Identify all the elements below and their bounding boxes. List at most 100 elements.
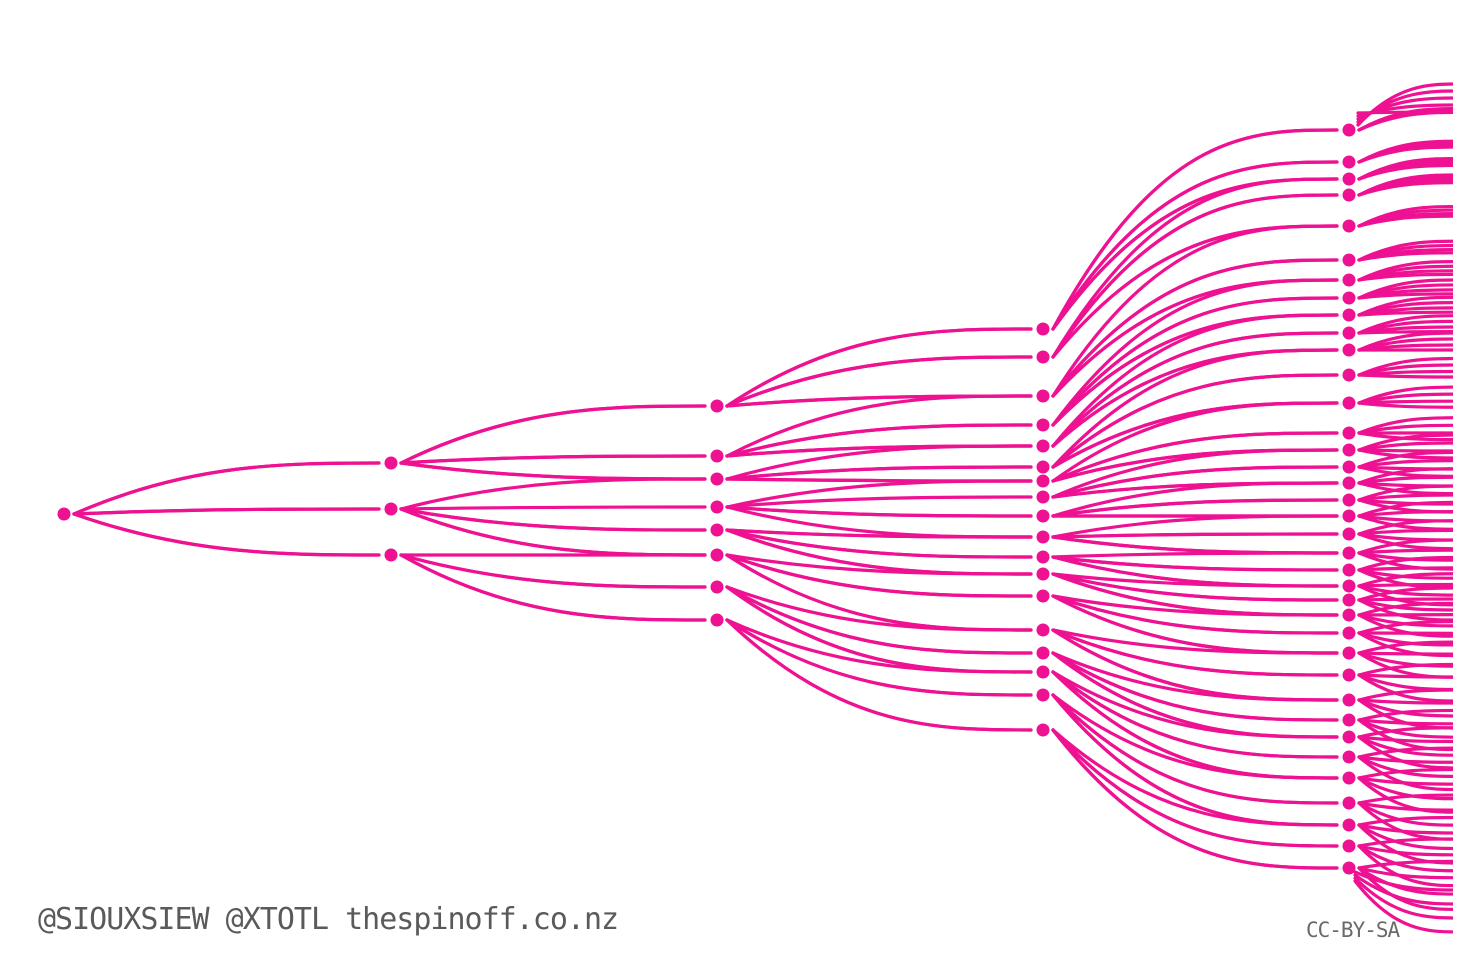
branch-node	[1342, 796, 1356, 810]
branch-node	[1342, 608, 1356, 622]
branch-node	[1342, 668, 1356, 682]
branch-line	[1357, 844, 1453, 888]
branch-line	[1051, 693, 1339, 805]
branch-line	[725, 465, 1033, 481]
branch-line	[725, 479, 1033, 509]
branch-line	[1357, 181, 1453, 197]
branch-line	[725, 495, 1033, 509]
branch-node	[384, 502, 398, 516]
branch-line	[1357, 735, 1453, 757]
branch-line	[1357, 484, 1453, 502]
branch-node	[1342, 123, 1356, 137]
branch-line	[1357, 392, 1453, 405]
branch-line	[725, 444, 1033, 481]
branch-line	[399, 477, 707, 511]
branch-node	[1342, 730, 1356, 744]
branch-line	[1357, 718, 1453, 726]
branch-line	[1051, 693, 1339, 780]
branch-line	[1357, 651, 1453, 656]
branch-line	[725, 618, 1033, 674]
branch-line	[1357, 598, 1453, 612]
branch-node	[1036, 490, 1050, 504]
branch-line	[1357, 500, 1453, 518]
branch-line	[1356, 110, 1453, 115]
branch-node	[1036, 567, 1050, 581]
branch-line	[1357, 568, 1453, 580]
branch-line	[1357, 746, 1453, 759]
branch-node	[710, 500, 724, 514]
branch-line	[1357, 859, 1453, 870]
branch-line	[1357, 601, 1453, 617]
branch-line	[1051, 535, 1339, 555]
branch-line	[1051, 628, 1339, 677]
branch-node	[710, 548, 724, 562]
branch-line	[1051, 498, 1339, 518]
branch-line	[1051, 177, 1339, 359]
branch-node	[1342, 368, 1356, 382]
branch-line	[1357, 448, 1453, 453]
branch-line	[1357, 662, 1453, 677]
branch-node	[1342, 460, 1356, 474]
branch-line	[1051, 572, 1339, 602]
branch-line	[1357, 866, 1453, 880]
branch-line	[1357, 399, 1453, 405]
branch-line	[1051, 628, 1339, 702]
branch-node	[1036, 665, 1050, 679]
branch-line	[725, 553, 1033, 598]
branch-node	[1036, 509, 1050, 523]
branch-line	[1357, 572, 1453, 588]
branch-line	[1357, 735, 1453, 770]
branch-line	[725, 528, 1033, 539]
branch-node	[1342, 713, 1356, 727]
branch-node	[1342, 443, 1356, 457]
branch-line	[725, 327, 1033, 408]
branch-node	[1342, 493, 1356, 507]
branch-node	[1342, 219, 1356, 233]
branch-line	[1357, 598, 1453, 622]
branch-line	[1357, 708, 1453, 722]
branch-line	[1051, 551, 1339, 559]
branch-line	[1357, 467, 1453, 485]
branch-line	[725, 394, 1033, 458]
branch-node	[710, 523, 724, 537]
branch-line	[725, 553, 1033, 576]
branch-line	[1357, 844, 1453, 873]
branch-line	[1357, 823, 1453, 835]
branch-node	[1342, 839, 1356, 853]
branch-node	[1342, 273, 1356, 287]
branch-line	[1051, 373, 1339, 469]
branch-line	[399, 507, 707, 532]
branch-line	[1051, 594, 1339, 635]
branch-line	[1051, 651, 1339, 702]
branch-line	[72, 461, 381, 516]
branch-node	[710, 613, 724, 627]
branch-line	[1051, 555, 1339, 572]
branch-node	[1342, 396, 1356, 410]
branch-node	[1036, 439, 1050, 453]
branch-line	[1357, 331, 1453, 352]
branch-node	[1036, 589, 1050, 603]
branch-line	[1357, 866, 1453, 896]
branch-line	[1051, 177, 1339, 331]
branch-node	[1342, 626, 1356, 640]
branch-node	[1036, 646, 1050, 660]
branch-line	[1357, 538, 1453, 555]
branch-line	[1357, 815, 1453, 827]
branch-line	[1357, 292, 1453, 300]
branch-line	[1357, 441, 1453, 452]
branch-line	[1357, 793, 1453, 805]
branch-node	[1036, 418, 1050, 432]
license-text: CC-BY-SA	[1306, 918, 1400, 942]
branch-node	[1342, 308, 1356, 322]
branch-node	[1036, 474, 1050, 488]
branch-line	[1051, 160, 1339, 331]
branch-node	[1342, 646, 1356, 660]
branch-line	[399, 553, 707, 622]
branch-line	[1357, 755, 1453, 792]
branch-line	[1051, 224, 1339, 398]
branch-node	[1342, 750, 1356, 764]
branch-line	[1357, 586, 1453, 602]
branch-node	[1342, 291, 1356, 305]
branch-node	[1036, 389, 1050, 403]
